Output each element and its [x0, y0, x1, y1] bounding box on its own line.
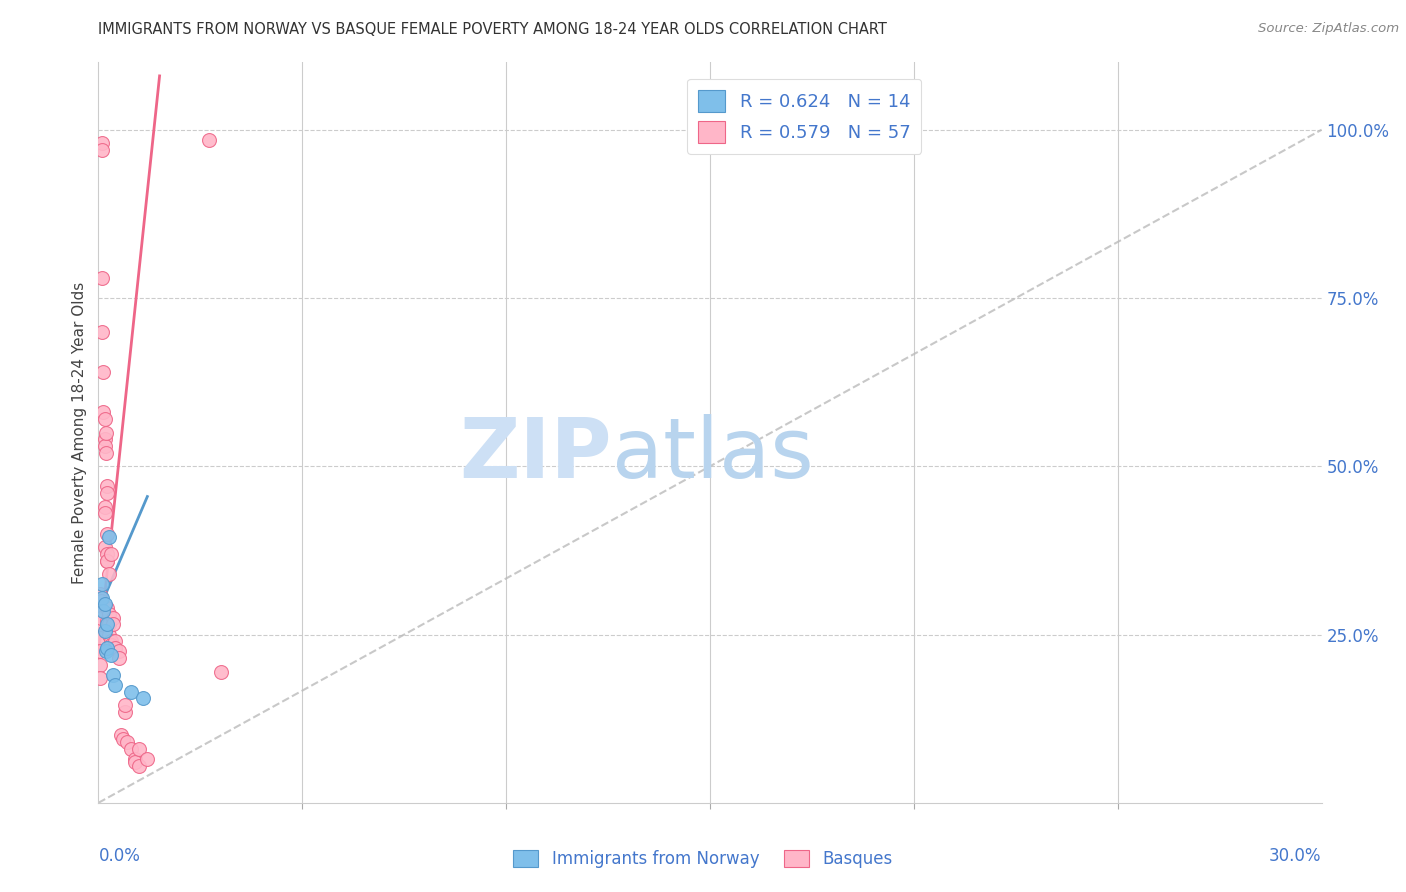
Point	[111, 731, 134, 746]
Y-axis label: Female Poverty Among 18-24 Year Olds: Female Poverty Among 18-24 Year Olds	[72, 282, 87, 583]
Point	[97, 607, 120, 622]
Point	[114, 698, 136, 713]
Point	[96, 479, 118, 493]
Text: ZIP: ZIP	[460, 414, 612, 495]
Text: 30.0%: 30.0%	[1270, 847, 1322, 865]
Point	[209, 665, 232, 679]
Point	[91, 365, 114, 379]
Text: Source: ZipAtlas.com: Source: ZipAtlas.com	[1258, 22, 1399, 36]
Text: 0.0%: 0.0%	[98, 847, 141, 865]
Text: IMMIGRANTS FROM NORWAY VS BASQUE FEMALE POVERTY AMONG 18-24 YEAR OLDS CORRELATIO: IMMIGRANTS FROM NORWAY VS BASQUE FEMALE …	[98, 22, 887, 37]
Point	[110, 729, 132, 743]
Point	[91, 270, 114, 285]
Point	[104, 634, 127, 648]
Point	[93, 597, 115, 611]
Point	[91, 405, 114, 419]
Point	[108, 651, 131, 665]
Point	[136, 752, 159, 766]
Point	[197, 133, 219, 147]
Point	[104, 678, 127, 692]
Point	[94, 446, 117, 460]
Point	[93, 412, 115, 426]
Point	[93, 433, 115, 447]
Point	[114, 705, 136, 719]
Point	[89, 631, 111, 645]
Point	[93, 540, 115, 554]
Point	[115, 735, 138, 749]
Point	[90, 143, 112, 157]
Point	[96, 553, 118, 567]
Point	[97, 530, 120, 544]
Point	[108, 644, 131, 658]
Point	[101, 617, 124, 632]
Point	[93, 500, 115, 514]
Point	[96, 526, 118, 541]
Point	[96, 617, 118, 632]
Point	[96, 547, 118, 561]
Point	[94, 425, 117, 440]
Text: atlas: atlas	[612, 414, 814, 495]
Point	[132, 691, 155, 706]
Point	[90, 577, 112, 591]
Point	[97, 617, 120, 632]
Point	[91, 604, 114, 618]
Point	[120, 742, 142, 756]
Point	[96, 600, 118, 615]
Point	[94, 644, 117, 658]
Point	[101, 611, 124, 625]
Point	[89, 604, 111, 618]
Point	[93, 624, 115, 639]
Point	[104, 640, 127, 655]
Point	[124, 756, 146, 770]
Point	[93, 507, 115, 521]
Point	[91, 591, 114, 605]
Point	[100, 638, 122, 652]
Point	[90, 594, 112, 608]
Point	[89, 671, 111, 685]
Point	[120, 685, 142, 699]
Point	[93, 439, 115, 453]
Point	[100, 648, 122, 662]
Point	[101, 668, 124, 682]
Point	[96, 486, 118, 500]
Point	[89, 657, 111, 672]
Point	[124, 752, 146, 766]
Point	[96, 614, 118, 628]
Point	[100, 634, 122, 648]
Point	[96, 640, 118, 655]
Legend: R = 0.624   N = 14, R = 0.579   N = 57: R = 0.624 N = 14, R = 0.579 N = 57	[688, 78, 921, 153]
Legend: Immigrants from Norway, Basques: Immigrants from Norway, Basques	[506, 843, 900, 875]
Point	[96, 553, 118, 567]
Point	[90, 611, 112, 625]
Point	[128, 742, 150, 756]
Point	[91, 325, 114, 339]
Point	[89, 617, 111, 632]
Point	[97, 566, 120, 581]
Point	[89, 644, 111, 658]
Point	[89, 587, 111, 601]
Point	[128, 758, 150, 772]
Point	[100, 547, 122, 561]
Point	[90, 136, 112, 151]
Point	[97, 627, 120, 641]
